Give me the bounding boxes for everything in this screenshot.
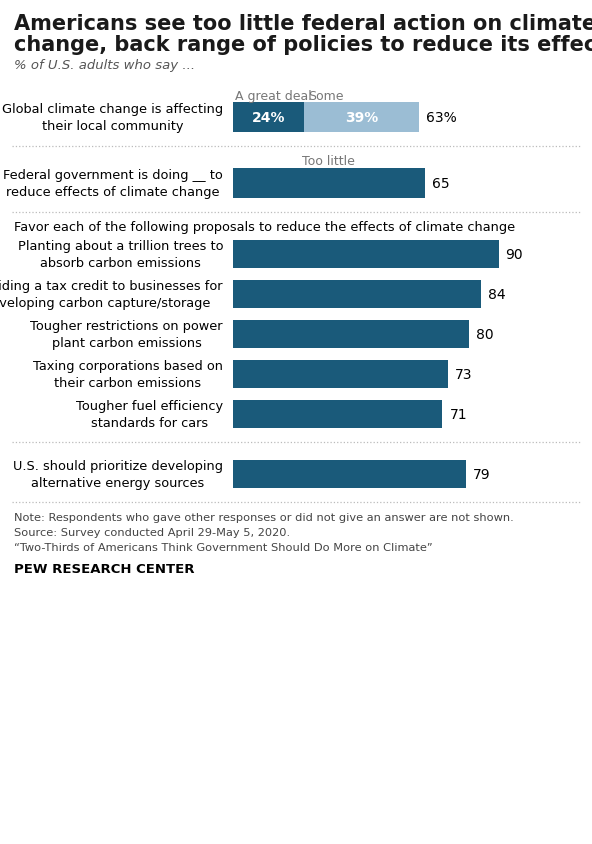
Bar [233, 103, 304, 133]
Bar [233, 169, 424, 199]
Bar [233, 401, 442, 429]
Bar [233, 321, 469, 349]
Text: change, back range of policies to reduce its effects: change, back range of policies to reduce… [14, 35, 592, 55]
Text: 71: 71 [449, 408, 467, 421]
Text: Planting about a trillion trees to
absorb carbon emissions: Planting about a trillion trees to absor… [18, 240, 223, 270]
Text: 90: 90 [506, 247, 523, 262]
Text: U.S. should prioritize developing
alternative energy sources: U.S. should prioritize developing altern… [13, 459, 223, 490]
Text: PEW RESEARCH CENTER: PEW RESEARCH CENTER [14, 562, 195, 576]
Text: 73: 73 [455, 368, 473, 381]
Bar [233, 241, 498, 268]
Text: “Two-Thirds of Americans Think Government Should Do More on Climate”: “Two-Thirds of Americans Think Governmen… [14, 543, 433, 552]
Text: Providing a tax credit to businesses for
developing carbon capture/storage: Providing a tax credit to businesses for… [0, 279, 223, 310]
Text: Favor each of the following proposals to reduce the effects of climate change: Favor each of the following proposals to… [14, 221, 515, 234]
Text: 84: 84 [488, 288, 506, 301]
Text: Americans see too little federal action on climate: Americans see too little federal action … [14, 14, 592, 34]
Bar [233, 461, 466, 489]
Text: 80: 80 [476, 327, 494, 342]
Bar [233, 360, 448, 388]
Bar [233, 281, 481, 309]
Text: Some: Some [308, 90, 343, 103]
Text: Tougher restrictions on power
plant carbon emissions: Tougher restrictions on power plant carb… [31, 319, 223, 349]
Text: A great deal: A great deal [235, 90, 312, 103]
Text: Source: Survey conducted April 29-May 5, 2020.: Source: Survey conducted April 29-May 5,… [14, 528, 290, 538]
Text: 79: 79 [473, 468, 491, 481]
Text: 24%: 24% [252, 111, 285, 125]
Text: 39%: 39% [345, 111, 378, 125]
Text: Tougher fuel efficiency
standards for cars: Tougher fuel efficiency standards for ca… [76, 399, 223, 430]
Text: Taxing corporations based on
their carbon emissions: Taxing corporations based on their carbo… [33, 360, 223, 390]
Text: Note: Respondents who gave other responses or did not give an answer are not sho: Note: Respondents who gave other respons… [14, 512, 514, 522]
Text: Federal government is doing __ to
reduce effects of climate change: Federal government is doing __ to reduce… [3, 169, 223, 199]
Text: 65: 65 [432, 176, 449, 191]
Text: 63%: 63% [426, 111, 456, 125]
Text: % of U.S. adults who say ...: % of U.S. adults who say ... [14, 59, 195, 72]
Bar [304, 103, 419, 133]
Text: Too little: Too little [303, 154, 355, 168]
Text: Global climate change is affecting
their local community: Global climate change is affecting their… [2, 103, 223, 133]
